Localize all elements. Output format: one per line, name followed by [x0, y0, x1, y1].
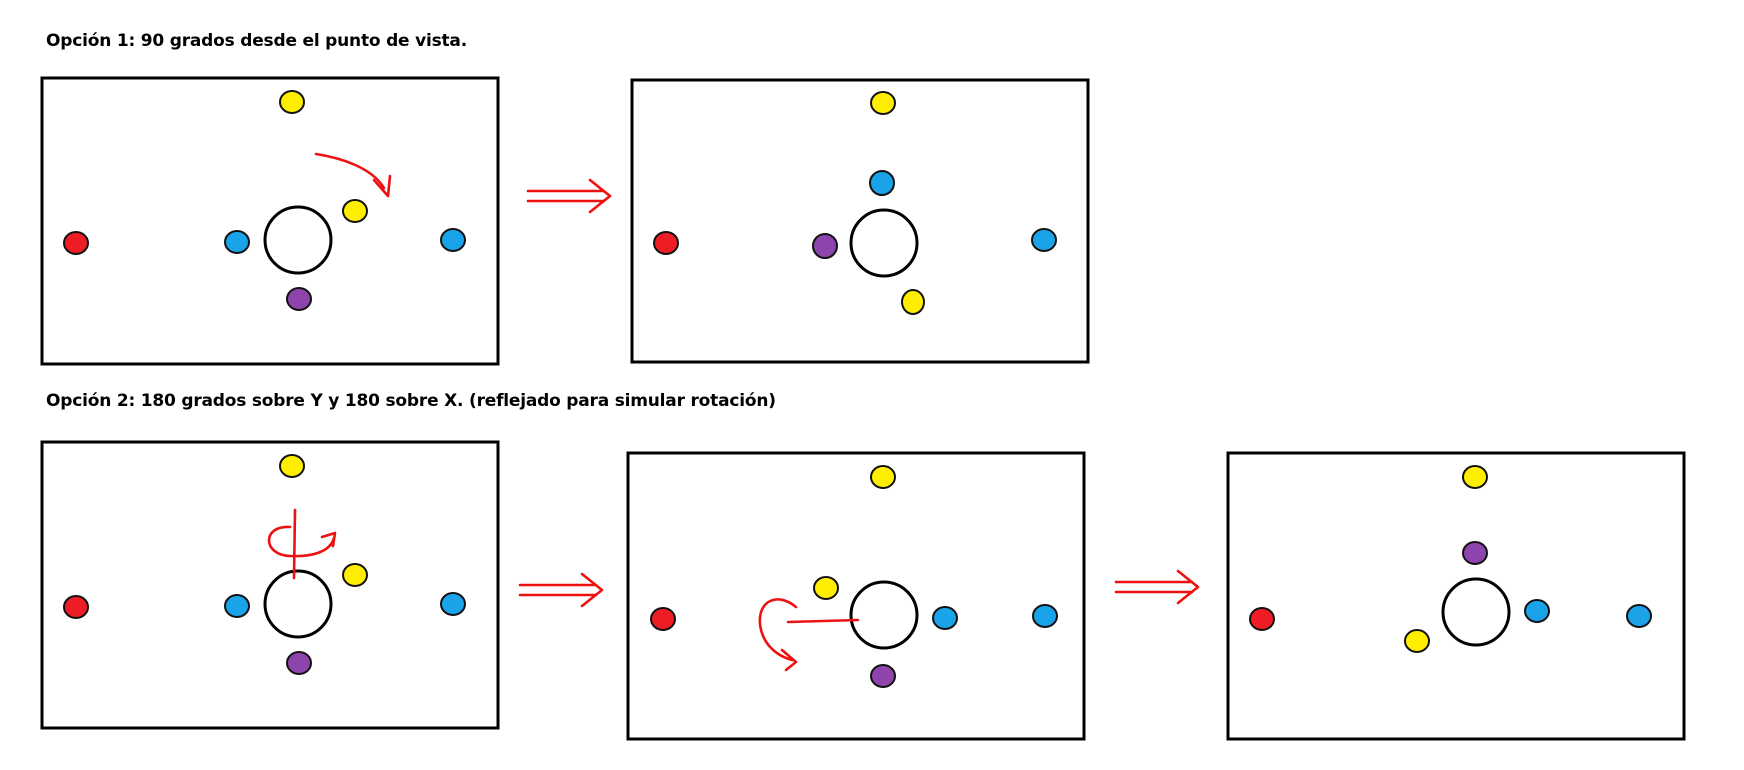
blue-dot — [1032, 604, 1058, 628]
red-dot — [63, 231, 89, 255]
yellow-dot — [279, 90, 305, 114]
transition-arrow-icon — [526, 178, 612, 214]
transition-arrow-icon — [1114, 569, 1200, 605]
purple-dot — [286, 651, 312, 675]
blue-dot — [224, 230, 250, 254]
yellow-dot — [342, 563, 368, 587]
yellow-dot — [1404, 629, 1430, 653]
red-dot — [63, 595, 89, 619]
blue-dot — [1626, 604, 1652, 628]
panel-opcion-2-paso-y — [626, 451, 1086, 741]
panel-opcion-2-paso-x — [1226, 451, 1686, 741]
x-axis-rotation-arrow-icon — [758, 598, 860, 672]
red-dot — [650, 607, 676, 631]
center-ring — [849, 208, 919, 278]
panel-opcion-1-antes — [40, 76, 500, 366]
center-ring — [263, 205, 333, 275]
yellow-dot — [813, 576, 839, 600]
red-dot — [653, 231, 679, 255]
yellow-dot — [279, 454, 305, 478]
blue-dot — [1031, 228, 1057, 252]
y-axis-rotation-arrow-icon — [267, 508, 337, 580]
option-2-heading: Opción 2: 180 grados sobre Y y 180 sobre… — [46, 391, 776, 411]
center-ring — [849, 580, 919, 650]
red-dot — [1249, 607, 1275, 631]
center-ring — [1441, 577, 1511, 647]
yellow-dot — [870, 465, 896, 489]
yellow-dot — [1462, 465, 1488, 489]
blue-dot — [440, 592, 466, 616]
purple-dot — [1462, 541, 1488, 565]
yellow-dot — [342, 199, 368, 223]
panel-opcion-1-despues — [630, 78, 1090, 364]
clockwise-rotation-arrow-icon — [314, 152, 392, 198]
panel-frame — [1226, 451, 1686, 741]
panel-opcion-2-inicio — [40, 440, 500, 730]
blue-dot — [932, 606, 958, 630]
blue-dot — [1524, 599, 1550, 623]
yellow-dot — [901, 289, 925, 315]
purple-dot — [812, 233, 838, 259]
option-1-heading: Opción 1: 90 grados desde el punto de vi… — [46, 31, 467, 51]
purple-dot — [870, 664, 896, 688]
purple-dot — [286, 287, 312, 311]
blue-dot — [224, 594, 250, 618]
blue-dot — [869, 170, 895, 196]
blue-dot — [440, 228, 466, 252]
transition-arrow-icon — [518, 572, 604, 608]
center-ring — [263, 569, 333, 639]
yellow-dot — [870, 91, 896, 115]
